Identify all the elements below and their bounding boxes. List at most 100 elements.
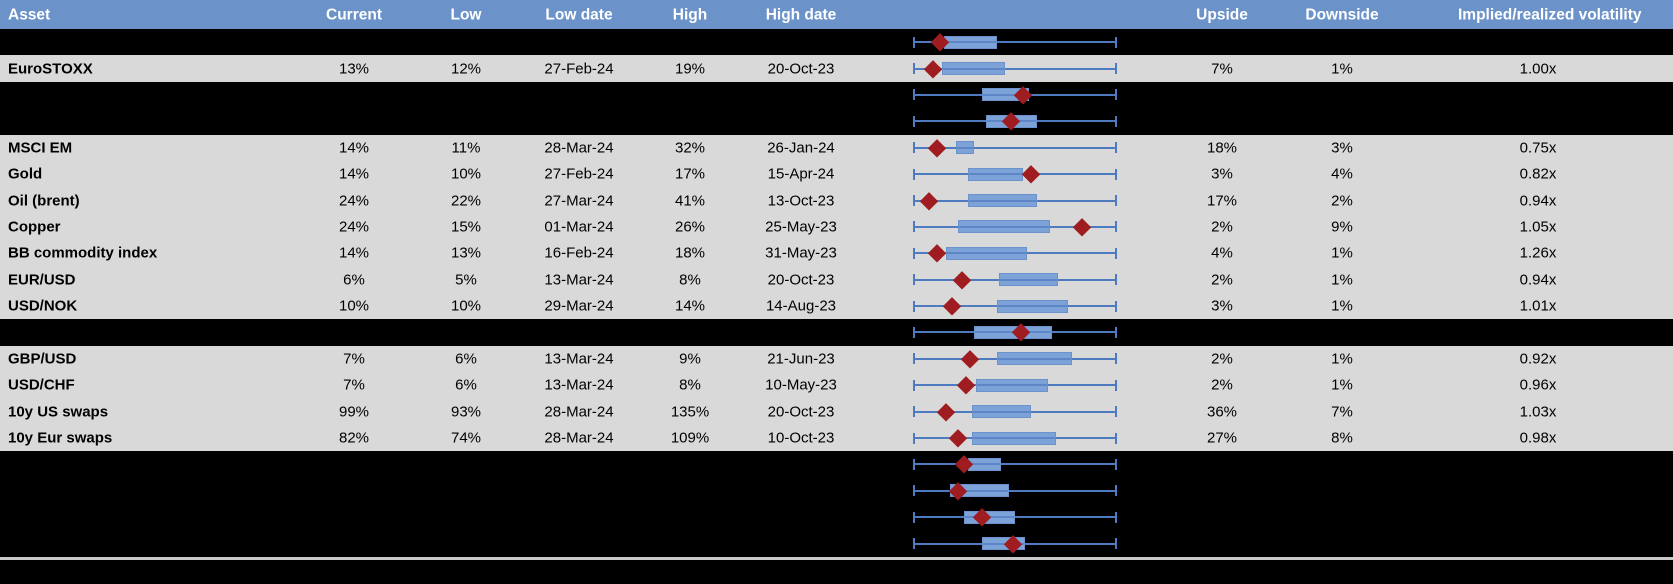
downside-cell[interactable]: 1% — [1331, 271, 1353, 289]
current-cell[interactable]: 10% — [338, 297, 370, 315]
asset-cell[interactable]: Oil (brent) — [8, 192, 80, 210]
asset-cell[interactable]: USD/CHF — [8, 376, 75, 394]
low-cell[interactable]: 13% — [450, 244, 482, 262]
header-asset[interactable]: Asset — [8, 5, 51, 23]
downside-cell[interactable]: 1% — [1331, 244, 1353, 262]
upside-cell[interactable]: 2% — [1211, 350, 1233, 368]
high-cell[interactable]: 18% — [674, 244, 706, 262]
upside-cell[interactable]: 7% — [1211, 60, 1233, 78]
high-cell[interactable]: 17% — [674, 165, 706, 183]
asset-cell[interactable]: 10y Eur swaps — [8, 429, 113, 447]
asset-cell[interactable]: 10y US swaps — [8, 403, 109, 421]
low-date-cell[interactable]: 28-Mar-24 — [544, 139, 614, 157]
header-current[interactable]: Current — [326, 5, 382, 23]
implied-realized-cell[interactable]: 0.82x — [1519, 165, 1557, 183]
upside-cell[interactable]: 18% — [1206, 139, 1238, 157]
upside-cell[interactable]: 4% — [1211, 244, 1233, 262]
low-cell[interactable]: 15% — [450, 218, 482, 236]
high-cell[interactable]: 26% — [674, 218, 706, 236]
downside-cell[interactable]: 1% — [1331, 376, 1353, 394]
low-cell[interactable]: 10% — [450, 165, 482, 183]
low-date-cell[interactable]: 01-Mar-24 — [544, 218, 614, 236]
high-cell[interactable]: 8% — [679, 376, 701, 394]
current-cell[interactable]: 99% — [338, 403, 370, 421]
current-cell[interactable]: 24% — [338, 218, 370, 236]
implied-realized-cell[interactable]: 1.03x — [1519, 403, 1557, 421]
downside-cell[interactable]: 9% — [1331, 218, 1353, 236]
low-date-cell[interactable]: 13-Mar-24 — [544, 350, 614, 368]
implied-realized-cell[interactable]: 1.00x — [1519, 60, 1557, 78]
downside-cell[interactable]: 1% — [1331, 297, 1353, 315]
implied-realized-cell[interactable]: 1.05x — [1519, 218, 1557, 236]
upside-cell[interactable]: 3% — [1211, 165, 1233, 183]
asset-cell[interactable]: GBP/USD — [8, 350, 77, 368]
downside-cell[interactable]: 1% — [1331, 350, 1353, 368]
upside-cell[interactable]: 2% — [1211, 218, 1233, 236]
high-cell[interactable]: 9% — [679, 350, 701, 368]
low-cell[interactable]: 93% — [450, 403, 482, 421]
current-cell[interactable]: 7% — [343, 376, 365, 394]
high-date-cell[interactable]: 21-Jun-23 — [767, 350, 835, 368]
header-downside[interactable]: Downside — [1305, 5, 1379, 23]
high-date-cell[interactable]: 13-Oct-23 — [767, 192, 835, 210]
high-date-cell[interactable]: 10-May-23 — [765, 376, 837, 394]
high-date-cell[interactable]: 20-Oct-23 — [767, 403, 835, 421]
high-cell[interactable]: 14% — [674, 297, 706, 315]
header-low-date[interactable]: Low date — [545, 5, 613, 23]
low-date-cell[interactable]: 13-Mar-24 — [544, 376, 614, 394]
upside-cell[interactable]: 36% — [1206, 403, 1238, 421]
current-cell[interactable]: 14% — [338, 165, 370, 183]
implied-realized-cell[interactable]: 0.94x — [1519, 192, 1557, 210]
downside-cell[interactable]: 8% — [1331, 429, 1353, 447]
asset-cell[interactable]: USD/NOK — [8, 297, 78, 315]
upside-cell[interactable]: 3% — [1211, 297, 1233, 315]
high-date-cell[interactable]: 20-Oct-23 — [767, 271, 835, 289]
implied-realized-cell[interactable]: 1.26x — [1519, 244, 1557, 262]
implied-realized-cell[interactable]: 0.94x — [1519, 271, 1557, 289]
current-cell[interactable]: 24% — [338, 192, 370, 210]
low-date-cell[interactable]: 13-Mar-24 — [544, 271, 614, 289]
current-cell[interactable]: 7% — [343, 350, 365, 368]
downside-cell[interactable]: 4% — [1331, 165, 1353, 183]
high-date-cell[interactable]: 31-May-23 — [765, 244, 837, 262]
high-cell[interactable]: 8% — [679, 271, 701, 289]
asset-cell[interactable]: EUR/USD — [8, 271, 76, 289]
current-cell[interactable]: 14% — [338, 139, 370, 157]
low-date-cell[interactable]: 16-Feb-24 — [544, 244, 614, 262]
header-implied-realized-volatility[interactable]: Implied/realized volatility — [1458, 5, 1642, 23]
upside-cell[interactable]: 27% — [1206, 429, 1238, 447]
asset-cell[interactable]: BB commodity index — [8, 244, 158, 262]
high-cell[interactable]: 19% — [674, 60, 706, 78]
high-date-cell[interactable]: 26-Jan-24 — [767, 139, 835, 157]
header-upside[interactable]: Upside — [1196, 5, 1248, 23]
low-cell[interactable]: 11% — [451, 139, 481, 157]
high-date-cell[interactable]: 14-Aug-23 — [765, 297, 837, 315]
downside-cell[interactable]: 2% — [1331, 192, 1353, 210]
downside-cell[interactable]: 1% — [1331, 60, 1353, 78]
current-cell[interactable]: 13% — [338, 60, 370, 78]
upside-cell[interactable]: 2% — [1211, 376, 1233, 394]
high-cell[interactable]: 135% — [670, 403, 710, 421]
high-date-cell[interactable]: 10-Oct-23 — [767, 429, 835, 447]
current-cell[interactable]: 82% — [338, 429, 370, 447]
low-date-cell[interactable]: 29-Mar-24 — [544, 297, 614, 315]
downside-cell[interactable]: 7% — [1331, 403, 1353, 421]
asset-cell[interactable]: MSCI EM — [8, 139, 73, 157]
low-cell[interactable]: 74% — [450, 429, 482, 447]
low-date-cell[interactable]: 27-Mar-24 — [544, 192, 614, 210]
low-cell[interactable]: 22% — [450, 192, 482, 210]
low-date-cell[interactable]: 27-Feb-24 — [544, 165, 614, 183]
low-cell[interactable]: 5% — [455, 271, 477, 289]
high-date-cell[interactable]: 25-May-23 — [765, 218, 837, 236]
high-cell[interactable]: 41% — [674, 192, 706, 210]
asset-cell[interactable]: Copper — [8, 218, 61, 236]
current-cell[interactable]: 6% — [343, 271, 365, 289]
high-date-cell[interactable]: 20-Oct-23 — [767, 60, 835, 78]
header-low[interactable]: Low — [450, 5, 482, 23]
implied-realized-cell[interactable]: 0.98x — [1519, 429, 1557, 447]
asset-cell[interactable]: Gold — [8, 165, 43, 183]
low-cell[interactable]: 12% — [450, 60, 482, 78]
asset-cell[interactable]: EuroSTOXX — [8, 60, 93, 78]
header-high-date[interactable]: High date — [765, 5, 837, 23]
implied-realized-cell[interactable]: 0.96x — [1519, 376, 1557, 394]
